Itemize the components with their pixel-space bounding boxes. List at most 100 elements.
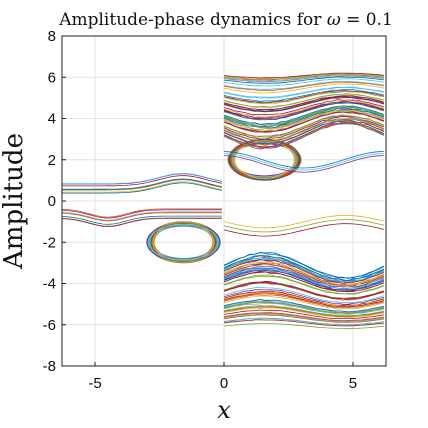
trajectory-line <box>223 96 385 112</box>
trajectory-line <box>223 102 385 121</box>
trajectory-line <box>223 119 385 145</box>
trajectory-line <box>234 140 295 179</box>
trajectory-line <box>223 80 384 90</box>
trajectory-line <box>223 86 384 98</box>
trajectory-line <box>223 319 384 327</box>
trajectory-line <box>223 89 384 103</box>
trajectory-line <box>61 211 222 221</box>
x-tick-label: -5 <box>88 375 101 392</box>
trajectory-line <box>223 254 385 281</box>
trajectory-line <box>223 265 385 288</box>
trajectory-line <box>223 300 384 314</box>
trajectory-line <box>61 217 222 227</box>
trajectory-line <box>223 309 384 319</box>
trajectory-line <box>223 289 384 305</box>
trajectory-line <box>61 208 222 218</box>
x-tick-label: 0 <box>220 375 228 392</box>
trajectory-line <box>62 178 222 190</box>
trajectory-line <box>223 261 385 285</box>
y-axis-label: Amplitude <box>0 133 29 270</box>
y-tick-label: 6 <box>48 69 56 86</box>
trajectory-line <box>223 78 384 87</box>
trajectory-line <box>223 151 384 169</box>
trajectory-line <box>223 251 385 279</box>
trajectory-line <box>223 275 385 295</box>
trajectory-line <box>223 155 384 173</box>
trajectory-line <box>223 299 384 313</box>
trajectory-line <box>223 123 385 149</box>
trajectory-line <box>223 101 385 119</box>
trajectory-line <box>223 99 385 116</box>
y-tick-label: -2 <box>43 234 56 251</box>
y-tick-label: -4 <box>43 276 56 293</box>
trajectory-line <box>62 172 222 185</box>
trajectory-line <box>229 140 300 180</box>
trajectory-line <box>223 291 384 307</box>
trajectory-line <box>223 118 385 142</box>
trajectory-line <box>223 215 384 229</box>
y-tick-label: 4 <box>48 111 56 128</box>
trajectory-line <box>223 294 384 309</box>
trajectory-line <box>223 312 384 322</box>
trajectory-line <box>61 215 222 225</box>
trajectory-line <box>223 318 384 326</box>
trajectory-line <box>62 182 222 194</box>
trajectory-line <box>223 223 384 237</box>
trajectory-line <box>223 83 384 94</box>
trajectory-line <box>223 108 385 129</box>
trajectory-line <box>223 122 385 148</box>
trajectory-line <box>223 271 385 293</box>
trajectory-line <box>223 153 384 171</box>
trajectory-line <box>223 81 384 92</box>
trajectory-line <box>223 93 384 108</box>
trajectory-line <box>223 258 385 284</box>
trajectory-line <box>223 257 385 283</box>
trajectory-line <box>223 114 385 137</box>
trajectory-line <box>223 314 384 323</box>
trajectory-line <box>223 95 385 111</box>
y-tick-label: -6 <box>43 317 56 334</box>
trajectory-line <box>223 292 385 307</box>
y-tick-label: 8 <box>48 28 56 45</box>
trajectory-line <box>223 301 384 315</box>
trajectory-line <box>223 99 385 117</box>
trajectory-line <box>223 74 384 82</box>
trajectory-line <box>223 72 384 79</box>
trajectory-line <box>223 305 384 316</box>
trajectory-line <box>223 274 385 295</box>
trajectory-line <box>223 90 384 105</box>
trajectory-line <box>223 269 385 291</box>
trajectory-line <box>223 295 384 310</box>
trajectory-line <box>223 281 385 300</box>
trajectory-line <box>223 96 385 113</box>
y-tick-label: 0 <box>48 193 56 210</box>
trajectory-line <box>223 303 384 315</box>
trajectory-line <box>61 209 222 219</box>
data-layer <box>61 72 385 330</box>
trajectory-line <box>223 262 385 286</box>
trajectory-line <box>223 268 385 290</box>
x-ticks: -5 0 5 <box>88 362 357 392</box>
trajectory-line <box>223 282 385 301</box>
trajectory-line <box>62 179 222 191</box>
trajectory-line <box>149 221 218 263</box>
trajectory-line <box>223 323 384 330</box>
trajectory-line <box>61 212 222 222</box>
trajectory-line <box>223 117 385 142</box>
trajectory-line <box>223 307 384 318</box>
x-axis-label: x <box>217 396 231 424</box>
trajectory-line <box>223 111 385 133</box>
y-tick-label: 2 <box>48 152 56 169</box>
trajectory-line <box>62 175 222 187</box>
x-tick-label: 5 <box>349 375 357 392</box>
trajectory-line <box>223 73 384 80</box>
y-ticks: -8 -6 -4 -2 0 2 4 6 8 <box>43 28 66 375</box>
trajectory-line <box>223 76 384 84</box>
trajectory-line <box>223 87 384 99</box>
trajectory-line <box>223 107 385 128</box>
chart-title: Amplitude-phase dynamics for ω = 0.1 <box>58 10 393 30</box>
trajectory-line <box>223 89 384 102</box>
trajectory-line <box>223 105 385 125</box>
trajectory-line <box>223 286 385 304</box>
